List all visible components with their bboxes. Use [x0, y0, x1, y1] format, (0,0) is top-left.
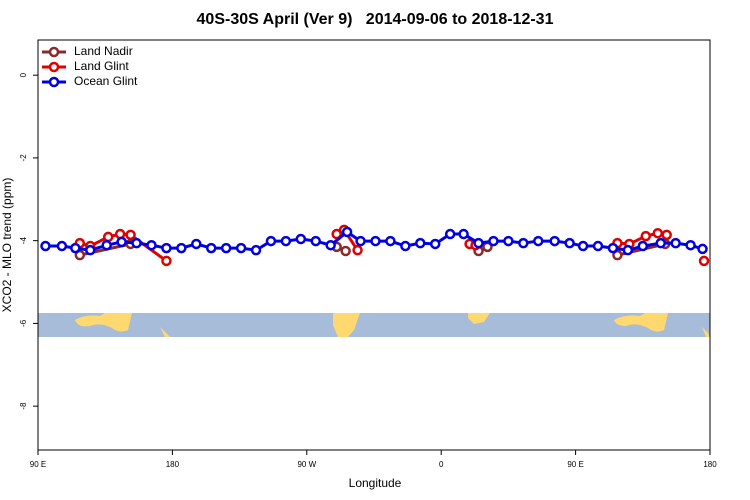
point: [697, 243, 708, 255]
point: [592, 240, 604, 252]
point: [331, 228, 342, 240]
point: [533, 235, 544, 247]
point: [265, 235, 277, 247]
x-tick-label: 0: [439, 460, 444, 469]
point: [637, 240, 649, 252]
point: [355, 235, 366, 247]
point: [295, 233, 307, 245]
point: [698, 255, 710, 267]
point: [310, 235, 322, 247]
point: [325, 239, 336, 251]
point: [191, 238, 202, 250]
legend-label: Ocean Glint: [74, 74, 138, 88]
point: [340, 245, 351, 257]
point: [518, 237, 529, 249]
x-tick-label: 90 E: [567, 460, 583, 469]
point: [125, 229, 136, 241]
point: [250, 244, 262, 256]
y-tick-label: -6: [19, 319, 28, 327]
point: [176, 242, 187, 254]
point: [161, 255, 172, 267]
point: [655, 237, 666, 249]
point: [503, 235, 514, 247]
point: [622, 244, 634, 256]
point: [352, 244, 363, 256]
point: [670, 237, 681, 249]
chart-title: 40S-30S April (Ver 9) 2014-09-06 to 2018…: [197, 11, 554, 28]
legend-marker: [48, 76, 60, 88]
x-tick-label: 180: [703, 460, 717, 469]
point: [652, 227, 663, 239]
y-tick-label: 0: [19, 72, 28, 77]
point: [685, 239, 696, 251]
point: [101, 239, 112, 251]
y-axis-label: XCO2 - MLO trend (ppm): [0, 178, 14, 313]
point: [661, 229, 672, 241]
y-tick-label: -8: [19, 402, 28, 410]
legend-marker: [48, 46, 60, 58]
point: [102, 231, 114, 243]
point: [146, 239, 157, 251]
point: [70, 242, 81, 254]
point: [607, 242, 619, 254]
x-axis-label: Longitude: [349, 476, 402, 490]
point: [85, 244, 96, 256]
point: [220, 242, 232, 254]
point: [400, 240, 411, 252]
x-tick-label: 90 W: [297, 460, 316, 469]
x-tick-label: 180: [166, 460, 180, 469]
point: [488, 235, 499, 247]
point: [612, 249, 623, 261]
point: [235, 242, 247, 254]
legend-marker: [48, 61, 60, 73]
plot-frame: [37, 39, 711, 451]
point: [385, 235, 396, 247]
x-tick-label: 90 E: [30, 460, 46, 469]
point: [370, 235, 381, 247]
point: [473, 237, 484, 249]
point: [549, 235, 560, 247]
y-tick-label: -2: [19, 154, 28, 162]
map-strip: [38, 313, 710, 337]
point: [577, 240, 589, 252]
point: [458, 228, 469, 240]
point: [564, 237, 575, 249]
point: [415, 237, 426, 249]
point: [429, 238, 441, 250]
point: [40, 240, 51, 252]
legend-label: Land Glint: [74, 59, 129, 73]
point: [280, 235, 292, 247]
point: [205, 242, 217, 254]
point: [341, 226, 353, 238]
y-tick-label: -4: [19, 237, 28, 245]
point: [131, 237, 142, 249]
point: [74, 249, 86, 261]
legend-label: Land Nadir: [74, 44, 133, 58]
point: [56, 240, 68, 252]
point: [161, 242, 172, 254]
point: [116, 236, 127, 248]
point: [444, 228, 456, 240]
point: [640, 230, 652, 242]
